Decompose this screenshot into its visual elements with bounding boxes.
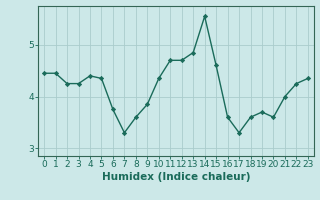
X-axis label: Humidex (Indice chaleur): Humidex (Indice chaleur) bbox=[102, 172, 250, 182]
